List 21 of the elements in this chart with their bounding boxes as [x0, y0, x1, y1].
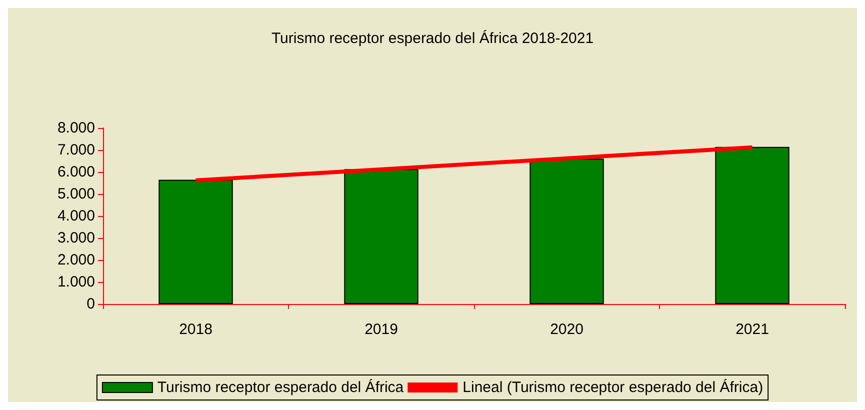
bar	[530, 158, 604, 304]
chart-title: Turismo receptor esperado del África 2018-2021	[271, 29, 594, 47]
x-tick-label: 2019	[364, 321, 398, 338]
legend-label: Turismo receptor esperado del África	[157, 378, 404, 396]
x-tick-label: 2021	[736, 321, 769, 338]
y-tick-label: 4.000	[57, 208, 95, 224]
bar	[344, 169, 418, 304]
x-tick-label: 2020	[550, 321, 584, 338]
y-tick-label: 5.000	[57, 186, 95, 202]
y-tick-label: 8.000	[57, 120, 95, 136]
bar	[715, 146, 790, 304]
y-tick-label: 3.000	[57, 230, 95, 246]
y-tick-label: 1.000	[57, 274, 95, 290]
x-tick-label: 2018	[179, 321, 212, 338]
line-series	[194, 145, 754, 182]
y-tick-label: 7.000	[57, 142, 95, 158]
y-tick-label: 6.000	[57, 164, 95, 180]
y-tick-label: 0	[86, 296, 95, 312]
y-tick-label: 2.000	[57, 252, 95, 268]
bar	[158, 180, 233, 304]
legend-label: Lineal (Turismo receptor esperado del África)	[462, 378, 764, 396]
